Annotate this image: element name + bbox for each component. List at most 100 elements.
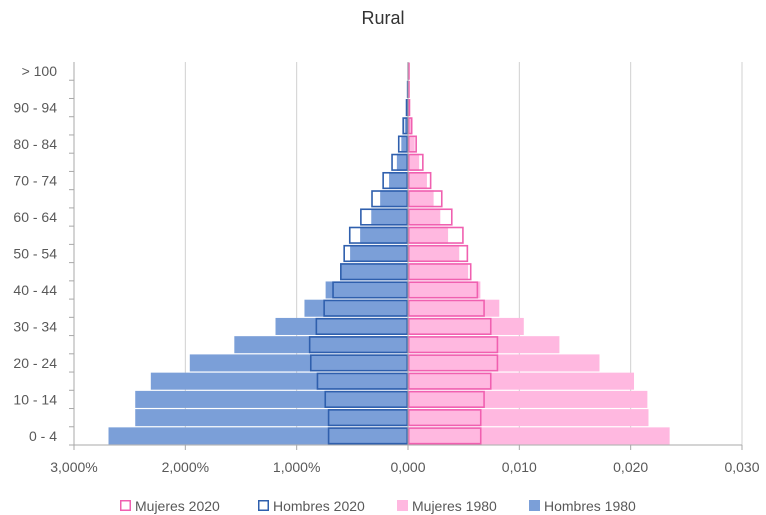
bar-hombres-2020-9 — [340, 263, 409, 281]
y-tick-label-10: 50 - 54 — [13, 246, 57, 262]
bar-mujeres-1980-16 — [408, 135, 415, 153]
bar-hombres-1980-17 — [404, 117, 408, 135]
bar-hombres-2020-15 — [391, 153, 409, 171]
bar-hombres-1980-13 — [380, 190, 408, 208]
y-tick-label-18: 90 - 94 — [13, 100, 57, 116]
bar-mujeres-2020-16 — [407, 135, 417, 153]
x-tick-label-6: 0,030 — [724, 459, 759, 475]
bar-mujeres-2020-1 — [407, 409, 482, 427]
legend-swatch-hombres-2020 — [258, 500, 269, 511]
bar-mujeres-1980-11 — [408, 226, 449, 244]
bar-mujeres-2020-2 — [407, 390, 485, 408]
y-tick-label-16: 80 - 84 — [13, 136, 57, 152]
bar-hombres-1980-5 — [234, 336, 408, 354]
legend-label-mujeres-1980: Mujeres 1980 — [412, 498, 497, 514]
bar-hombres-2020-8 — [332, 281, 409, 299]
legend-swatch-mujeres-1980 — [397, 500, 408, 511]
bar-mujeres-1980-8 — [408, 281, 481, 299]
bar-mujeres-1980-2 — [408, 390, 648, 408]
bar-mujeres-1980-9 — [408, 263, 469, 281]
bar-mujeres-2020-11 — [407, 226, 464, 244]
bar-hombres-2020-7 — [323, 299, 409, 317]
bar-hombres-1980-3 — [150, 372, 408, 390]
legend-label-hombres-1980: Hombres 1980 — [544, 498, 636, 514]
bar-hombres-1980-4 — [189, 354, 408, 372]
bar-hombres-2020-6 — [315, 317, 409, 336]
bar-mujeres-1980-4 — [408, 354, 600, 372]
bar-mujeres-2020-7 — [407, 299, 485, 317]
bar-mujeres-2020-9 — [407, 263, 472, 281]
chart-title: Rural — [361, 8, 405, 28]
bar-hombres-2020-3 — [316, 372, 409, 390]
bar-hombres-2020-13 — [371, 190, 409, 208]
bar-mujeres-2020-0 — [407, 427, 482, 445]
bar-hombres-1980-0 — [108, 427, 408, 445]
bar-hombres-2020-14 — [382, 171, 409, 190]
bar-hombres-1980-9 — [340, 263, 408, 281]
y-tick-label-0: 0 - 4 — [29, 428, 57, 444]
bar-mujeres-2020-6 — [407, 317, 492, 336]
bar-mujeres-1980-3 — [408, 372, 635, 390]
x-tick-label-3: 0,000 — [390, 459, 425, 475]
y-tick-label-8: 40 - 44 — [13, 282, 57, 298]
y-tick-label-12: 60 - 64 — [13, 209, 57, 225]
bar-hombres-2020-4 — [309, 354, 409, 372]
bar-hombres-2020-2 — [324, 390, 409, 408]
bar-hombres-2020-5 — [308, 336, 409, 354]
bar-hombres-2020-11 — [348, 226, 409, 244]
x-tick-label-1: 2,000% — [162, 459, 209, 475]
y-tick-label-6: 30 - 34 — [13, 318, 57, 334]
bar-hombres-1980-2 — [135, 390, 408, 408]
bar-mujeres-2020-8 — [407, 281, 479, 299]
bar-mujeres-1980-1 — [408, 409, 649, 427]
bar-mujeres-2020-14 — [407, 171, 432, 190]
legend-swatch-hombres-1980 — [529, 500, 540, 511]
bar-mujeres-2020-13 — [407, 190, 443, 208]
bar-hombres-1980-16 — [401, 135, 408, 153]
legend-swatch-mujeres-2020 — [120, 500, 131, 511]
x-tick-label-5: 0,020 — [613, 459, 648, 475]
bar-hombres-1980-12 — [371, 208, 408, 226]
y-tick-label-2: 10 - 14 — [13, 391, 57, 407]
bar-mujeres-2020-12 — [407, 208, 453, 226]
bar-hombres-1980-7 — [304, 299, 408, 317]
bar-hombres-1980-1 — [135, 409, 408, 427]
bar-mujeres-2020-15 — [407, 153, 424, 171]
bar-mujeres-2020-10 — [407, 244, 469, 263]
bar-hombres-1980-6 — [275, 317, 408, 335]
bar-mujeres-1980-6 — [408, 317, 524, 335]
y-tick-label-20: > 100 — [22, 63, 58, 79]
bar-hombres-1980-15 — [396, 153, 408, 171]
bar-hombres-2020-16 — [397, 135, 409, 153]
bar-hombres-2020-10 — [343, 244, 409, 263]
bar-hombres-2020-18 — [405, 99, 409, 117]
bar-mujeres-2020-4 — [407, 354, 499, 372]
bar-hombres-1980-8 — [325, 281, 408, 299]
bar-mujeres-2020-3 — [407, 372, 492, 390]
bar-mujeres-1980-14 — [408, 172, 427, 190]
y-tick-label-14: 70 - 74 — [13, 173, 57, 189]
bar-hombres-2020-1 — [327, 409, 409, 427]
bar-hombres-1980-10 — [350, 244, 408, 263]
bar-hombres-2020-17 — [402, 117, 409, 135]
bar-mujeres-2020-18 — [407, 99, 411, 117]
bar-mujeres-1980-12 — [408, 208, 441, 226]
bar-mujeres-1980-15 — [408, 153, 420, 171]
y-tick-label-4: 20 - 24 — [13, 355, 57, 371]
bar-mujeres-1980-17 — [408, 117, 412, 135]
bar-hombres-1980-14 — [389, 172, 408, 190]
legend-label-mujeres-2020: Mujeres 2020 — [135, 498, 220, 514]
bar-mujeres-1980-13 — [408, 190, 434, 208]
bar-hombres-2020-0 — [327, 427, 409, 445]
bar-mujeres-1980-7 — [408, 299, 500, 317]
bar-mujeres-1980-10 — [408, 244, 460, 263]
bar-hombres-1980-11 — [360, 226, 408, 244]
x-tick-label-4: 0,010 — [502, 459, 537, 475]
bar-mujeres-2020-17 — [407, 117, 413, 135]
bar-mujeres-1980-0 — [408, 427, 670, 445]
bar-mujeres-1980-5 — [408, 336, 560, 354]
x-tick-label-2: 1,000% — [273, 459, 320, 475]
legend-label-hombres-2020: Hombres 2020 — [273, 498, 365, 514]
